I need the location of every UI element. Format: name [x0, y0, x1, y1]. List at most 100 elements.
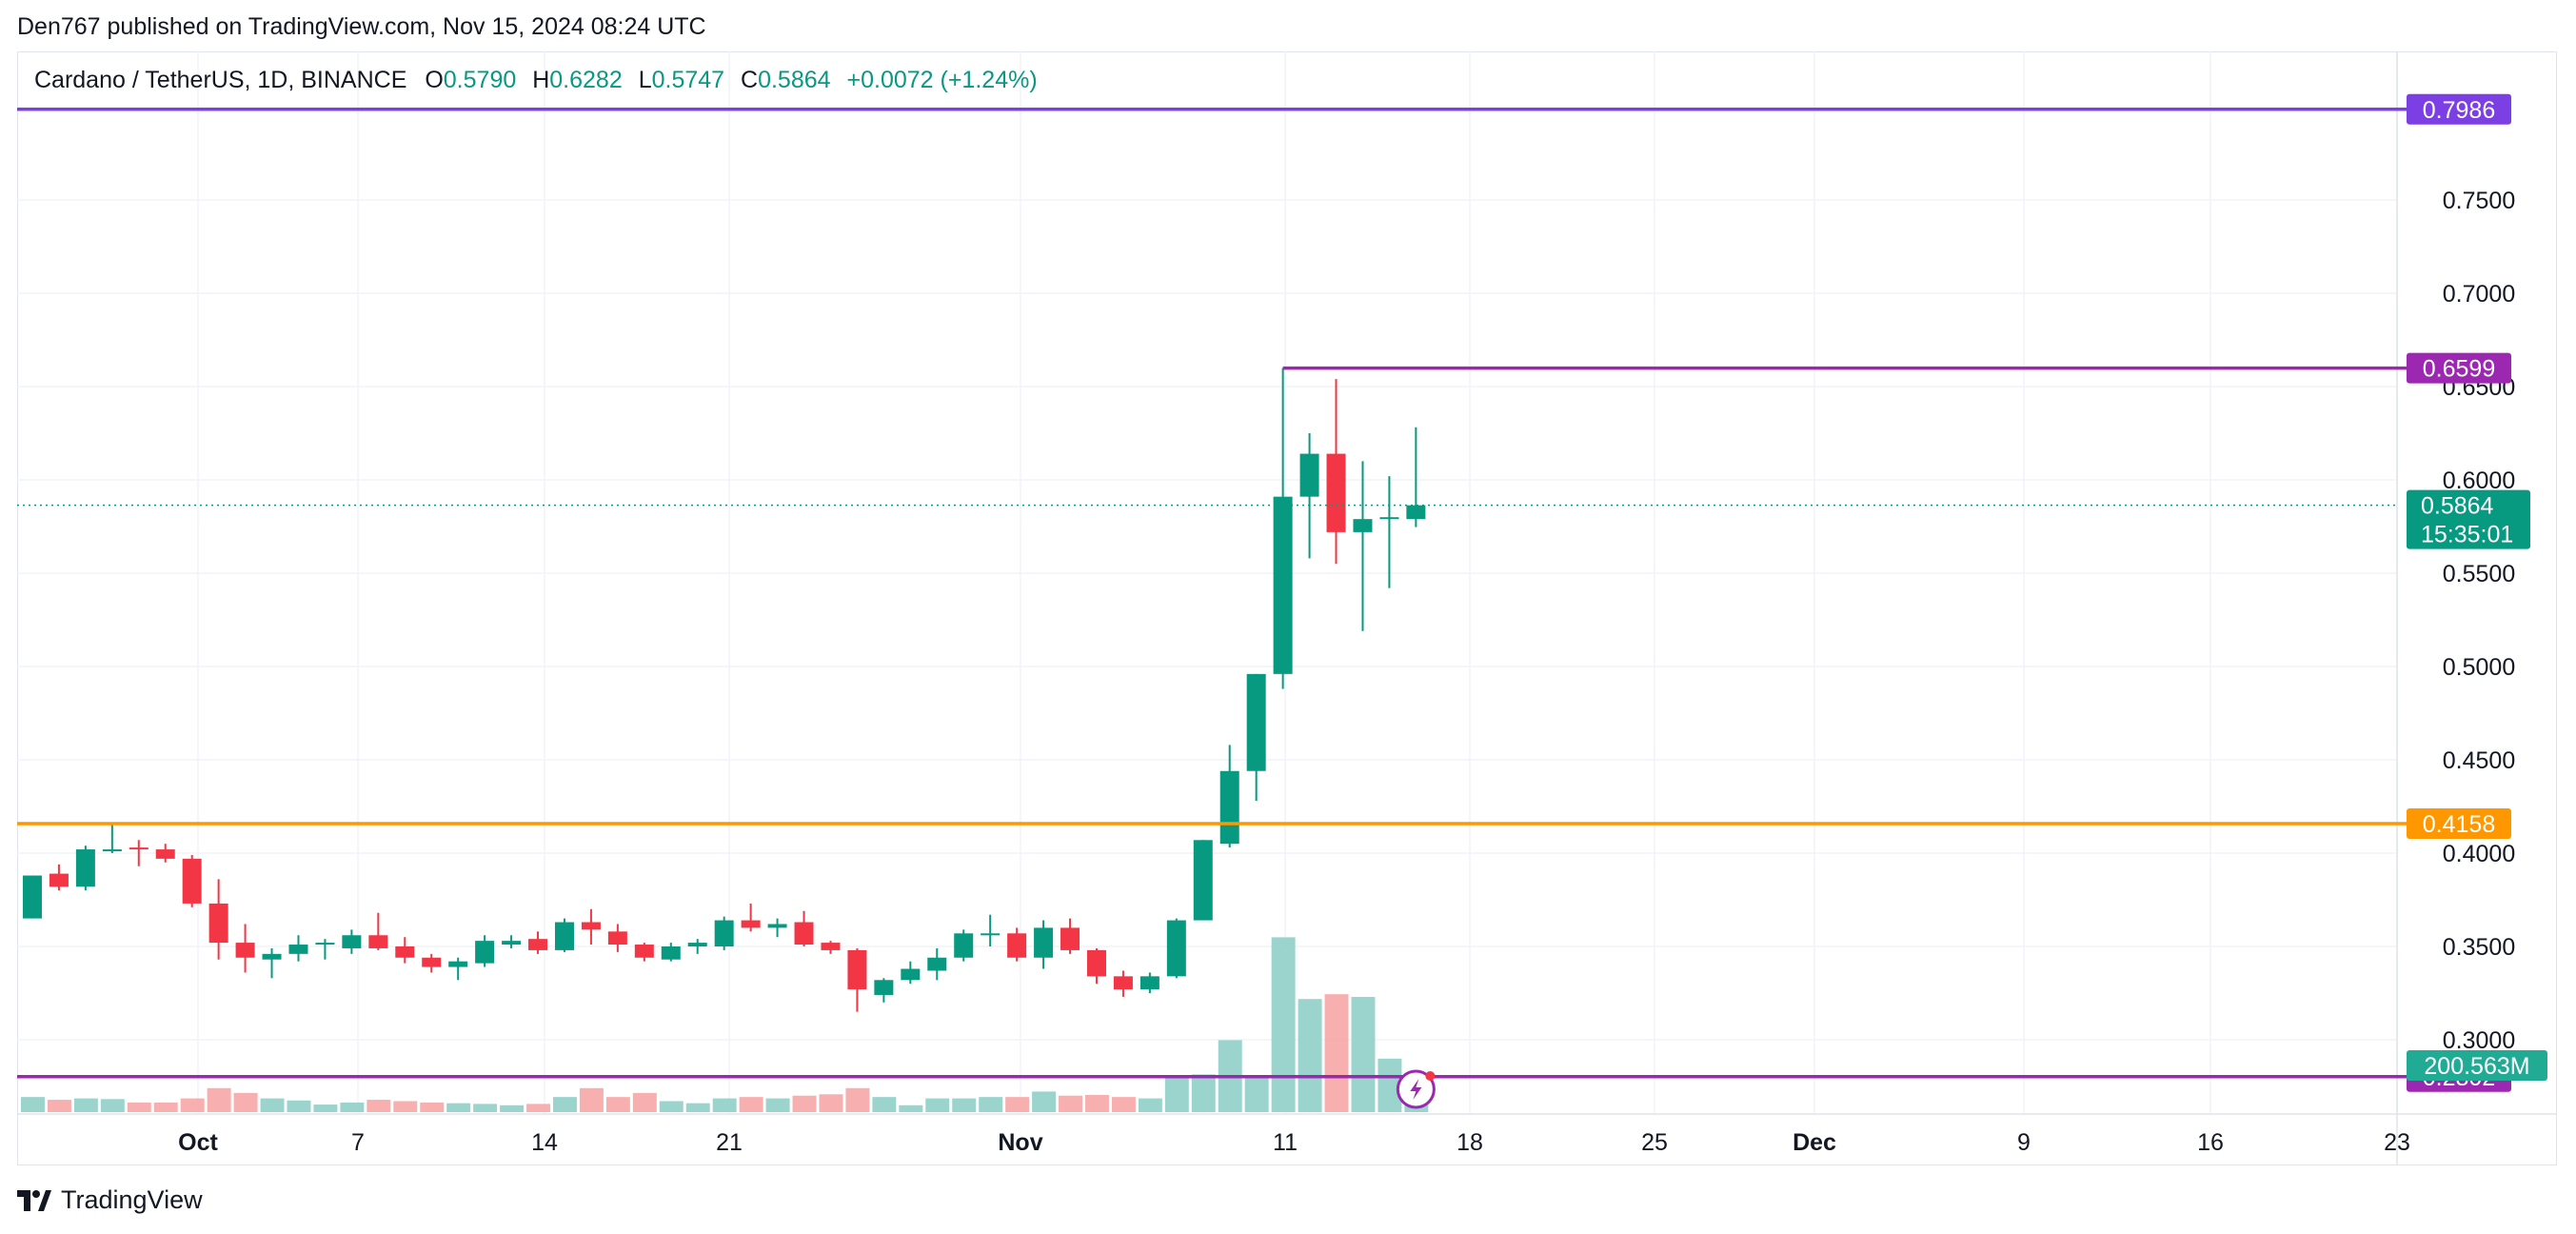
candle-body [182, 858, 202, 904]
symbol-label[interactable]: Cardano / TetherUS, 1D, BINANCE [34, 67, 407, 93]
low-label: L [638, 67, 652, 93]
candle-body [554, 922, 574, 950]
volume-bar [473, 1104, 498, 1112]
close-value: 0.5864 [758, 67, 831, 93]
volume-bar [952, 1098, 977, 1112]
candle-body [1086, 949, 1106, 977]
y-tick-label: 0.3000 [2443, 1027, 2515, 1054]
candle-body [75, 849, 95, 887]
candle-body [847, 949, 867, 990]
volume-bar [632, 1092, 657, 1112]
volume-bar [1085, 1095, 1109, 1112]
candle-body [607, 931, 627, 945]
volume-bar [1351, 997, 1376, 1112]
y-tick-label: 0.4000 [2443, 841, 2515, 867]
volume-bar [792, 1095, 817, 1112]
volume-bar [207, 1087, 231, 1112]
volume-bar [287, 1100, 311, 1112]
candle-body [368, 935, 388, 948]
candle-body [794, 922, 814, 945]
volume-bar [526, 1104, 550, 1112]
volume-bar [1244, 1076, 1269, 1112]
candle-body [1113, 976, 1133, 990]
candle-body [741, 920, 761, 928]
volume-bar [367, 1100, 391, 1112]
candle-body [981, 933, 1001, 936]
candle-body [1193, 840, 1213, 921]
volume-bar [553, 1097, 577, 1112]
volume-bar [659, 1101, 684, 1112]
candle-body [1379, 517, 1399, 520]
candle-body [528, 939, 548, 950]
volume-bar [420, 1102, 445, 1112]
level-label: 0.6599 [2423, 356, 2495, 383]
last-price-box [2407, 489, 2530, 549]
chart-frame[interactable] [17, 51, 2557, 1165]
volume-bar [127, 1102, 151, 1112]
open-value: 0.5790 [443, 67, 517, 93]
volume-bar [1005, 1097, 1030, 1112]
candle-body [927, 957, 947, 971]
x-tick-label: 9 [2017, 1129, 2031, 1156]
candle-body [1007, 933, 1027, 958]
tradingview-brand[interactable]: TradingView [17, 1185, 203, 1215]
volume-bar [925, 1098, 950, 1112]
volume-bar [1271, 937, 1296, 1112]
candle-body [767, 924, 787, 928]
candle-body [661, 945, 681, 960]
candle-body [475, 941, 495, 964]
candle-body [714, 920, 734, 946]
x-tick-label: 21 [716, 1129, 743, 1156]
alert-dot-icon [1425, 1071, 1436, 1081]
candle-body [129, 847, 149, 850]
volume-bar [73, 1098, 98, 1112]
candle-body [901, 968, 921, 981]
candle-body [262, 953, 282, 960]
last-price-label: 0.5864 [2421, 493, 2494, 520]
candle-body [502, 941, 522, 945]
volume-bar [313, 1105, 338, 1112]
candle-body [208, 903, 228, 944]
volume-bar [500, 1105, 525, 1112]
open-label: O [425, 67, 444, 93]
candle-body [1246, 673, 1266, 771]
volume-bar [260, 1098, 285, 1112]
volume-bar [180, 1098, 205, 1112]
candle-body [22, 875, 42, 919]
volume-bar [819, 1094, 843, 1112]
y-tick-label: 0.7000 [2443, 281, 2515, 308]
volume-bar [899, 1105, 923, 1112]
candle-body [581, 922, 601, 930]
high-value: 0.6282 [549, 67, 623, 93]
x-tick-label: Dec [1793, 1129, 1836, 1156]
volume-bar [47, 1100, 71, 1112]
y-tick-label: 0.4500 [2443, 747, 2515, 774]
candle-body [288, 945, 308, 954]
level-label-box [2407, 93, 2511, 125]
y-tick-label: 0.5000 [2443, 654, 2515, 681]
volume-bar [1138, 1098, 1162, 1112]
change-value: +0.0072 (+1.24%) [846, 67, 1038, 93]
close-label: C [741, 67, 759, 93]
candle-body [1139, 976, 1159, 990]
candle-body [687, 943, 707, 946]
volume-bar [765, 1098, 790, 1112]
volume-bar [872, 1097, 897, 1112]
candle-body [1353, 519, 1373, 532]
candle-body [102, 849, 122, 852]
candle-body [1273, 496, 1293, 674]
volume-label: 200.563M [2424, 1053, 2529, 1080]
candle-body [422, 957, 442, 967]
level-label: 0.4158 [2423, 811, 2495, 838]
x-tick-label: Oct [178, 1129, 218, 1156]
y-tick-label: 0.5500 [2443, 561, 2515, 587]
candle-body [1406, 505, 1426, 520]
volume-bar [979, 1097, 1003, 1112]
volume-bar [712, 1098, 737, 1112]
volume-bar [605, 1097, 630, 1112]
x-tick-label: 16 [2197, 1129, 2224, 1156]
candle-body [342, 935, 362, 948]
volume-bar [579, 1087, 604, 1112]
volume-bar [845, 1087, 870, 1112]
